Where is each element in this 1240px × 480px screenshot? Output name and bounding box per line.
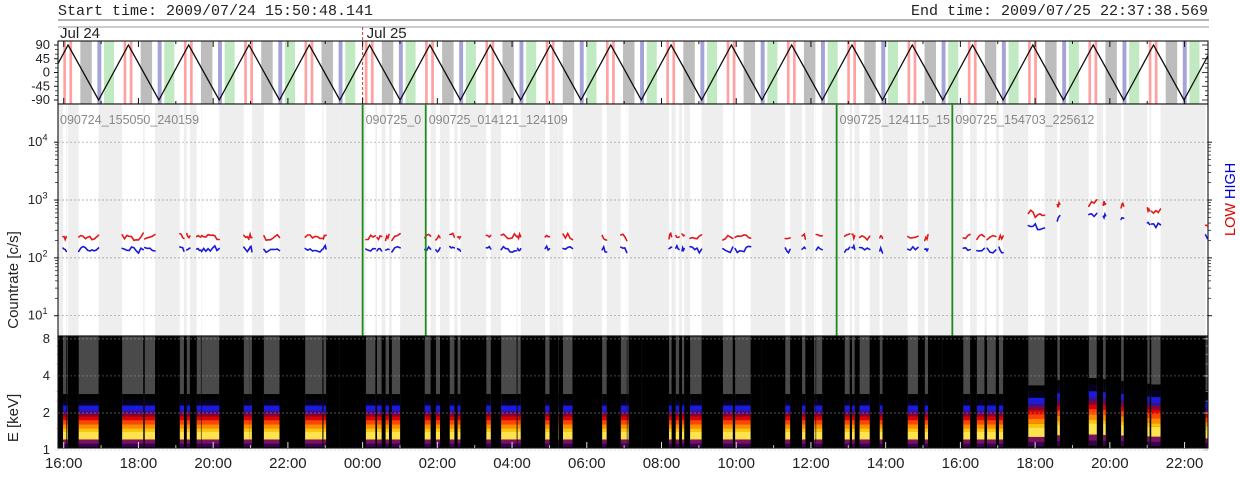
- svg-text:45: 45: [36, 51, 50, 66]
- svg-text:090724_155050_240159: 090724_155050_240159: [60, 113, 199, 127]
- svg-text:4: 4: [43, 368, 50, 383]
- svg-text:-45: -45: [31, 78, 50, 93]
- svg-text:10: 10: [28, 192, 42, 207]
- svg-text:18:00: 18:00: [1016, 455, 1054, 472]
- svg-text:End time: 2009/07/25 22:37:38.: End time: 2009/07/25 22:37:38.569: [911, 3, 1208, 20]
- svg-text:Countrate [c/s]: Countrate [c/s]: [5, 231, 22, 329]
- svg-text:E [keV]: E [keV]: [5, 394, 22, 442]
- svg-text:Jul 24: Jul 24: [60, 25, 100, 42]
- svg-text:02:00: 02:00: [419, 455, 457, 472]
- svg-text:10: 10: [28, 308, 42, 323]
- svg-text:0: 0: [43, 65, 50, 80]
- svg-text:1: 1: [42, 306, 47, 316]
- svg-text:18:00: 18:00: [120, 455, 158, 472]
- svg-text:HIGH: HIGH: [1223, 163, 1239, 199]
- svg-text:2: 2: [43, 405, 50, 420]
- svg-text:4: 4: [42, 133, 47, 143]
- svg-text:8: 8: [43, 331, 50, 346]
- svg-text:3: 3: [42, 191, 47, 201]
- svg-text:20:00: 20:00: [194, 455, 232, 472]
- svg-text:090725_154703_225612: 090725_154703_225612: [955, 113, 1094, 127]
- svg-text:090725_014121_124109: 090725_014121_124109: [429, 113, 568, 127]
- svg-text:10: 10: [28, 250, 42, 265]
- svg-text:22:00: 22:00: [1166, 455, 1204, 472]
- svg-text:-90: -90: [31, 92, 50, 107]
- svg-text:16:00: 16:00: [45, 455, 83, 472]
- svg-text:06:00: 06:00: [568, 455, 606, 472]
- svg-text:090725_0: 090725_0: [366, 113, 422, 127]
- svg-text:08:00: 08:00: [643, 455, 681, 472]
- svg-text:12:00: 12:00: [792, 455, 830, 472]
- svg-text:90: 90: [36, 37, 50, 52]
- svg-text:16:00: 16:00: [942, 455, 980, 472]
- svg-text:Start time: 2009/07/24 15:50:4: Start time: 2009/07/24 15:50:48.141: [58, 3, 373, 20]
- svg-text:090725_124115_15: 090725_124115_15: [840, 113, 950, 127]
- svg-text:00:00: 00:00: [344, 455, 382, 472]
- svg-text:10: 10: [28, 134, 42, 149]
- svg-text:2: 2: [42, 248, 47, 258]
- svg-text:10:00: 10:00: [717, 455, 755, 472]
- svg-text:04:00: 04:00: [493, 455, 531, 472]
- svg-text:LOW: LOW: [1223, 203, 1239, 236]
- svg-text:20:00: 20:00: [1091, 455, 1129, 472]
- svg-text:Jul 25: Jul 25: [367, 25, 407, 42]
- svg-text:22:00: 22:00: [269, 455, 307, 472]
- svg-text:14:00: 14:00: [867, 455, 905, 472]
